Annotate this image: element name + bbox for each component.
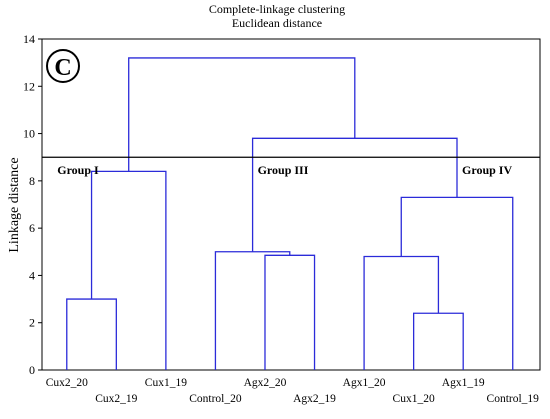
y-tick-label: 14 bbox=[23, 32, 35, 46]
leaf-label: Cux2_19 bbox=[95, 393, 137, 405]
dendrogram-link-m8 bbox=[251, 137, 458, 252]
leaf-label: Agx1_20 bbox=[343, 377, 386, 389]
group-label: Group I bbox=[57, 163, 99, 177]
leaf-label: Control_19 bbox=[487, 393, 540, 405]
leaf-label: Cux1_20 bbox=[393, 393, 435, 405]
plot-frame bbox=[41, 38, 541, 371]
dendrogram-link-m2 bbox=[90, 170, 167, 370]
y-tick-label: 8 bbox=[29, 174, 35, 188]
y-tick-label: 2 bbox=[29, 316, 35, 330]
group-labels: Group I Group III Group IV bbox=[57, 163, 512, 177]
dendrogram-branches bbox=[42, 57, 540, 370]
chart-title: Complete-linkage clustering bbox=[209, 2, 345, 16]
dendrogram-link-m9 bbox=[128, 57, 356, 172]
leaf-label: Cux2_20 bbox=[46, 377, 88, 389]
y-tick-label: 6 bbox=[29, 221, 35, 235]
dendrogram-link-m3 bbox=[264, 254, 316, 370]
chart-subtitle: Euclidean distance bbox=[232, 16, 322, 30]
y-axis-ticks: 0 2 4 6 8 10 12 14 bbox=[23, 32, 42, 377]
y-tick-label: 10 bbox=[23, 127, 35, 141]
dendrogram-link-m1 bbox=[66, 298, 117, 370]
leaf-label: Agx2_20 bbox=[244, 377, 287, 389]
leaf-label: Control_20 bbox=[189, 393, 242, 405]
leaf-label: Cux1_19 bbox=[145, 377, 187, 389]
dendrogram-link-m5 bbox=[412, 312, 464, 370]
dendrogram-link-m7 bbox=[400, 196, 514, 370]
y-axis-label: Linkage distance bbox=[7, 157, 22, 252]
leaf-label: Agx1_19 bbox=[442, 377, 485, 389]
group-label: Group III bbox=[258, 163, 309, 177]
y-tick-label: 0 bbox=[29, 363, 35, 377]
panel-badge: C bbox=[46, 49, 80, 83]
panel-badge-letter: C bbox=[54, 55, 71, 81]
group-label: Group IV bbox=[462, 163, 512, 177]
y-tick-label: 4 bbox=[29, 268, 35, 282]
y-tick-label: 12 bbox=[23, 79, 35, 93]
leaf-label: Agx2_19 bbox=[293, 393, 336, 405]
dendrogram-link-m4 bbox=[214, 251, 291, 370]
